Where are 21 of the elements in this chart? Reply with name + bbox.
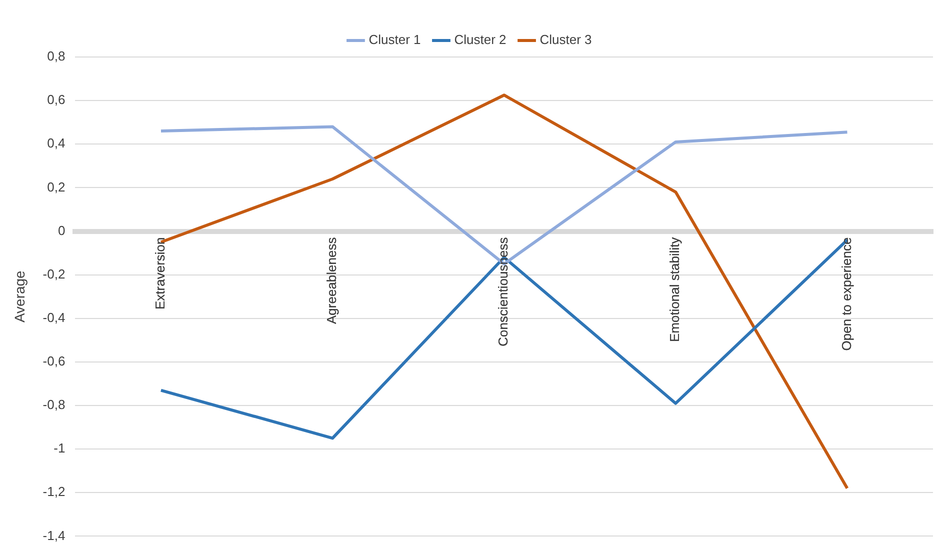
y-tick-label: -0,6 — [42, 354, 66, 369]
y-tick-label: -1,2 — [42, 484, 66, 500]
x-tick-label: Extraversion — [152, 237, 168, 310]
y-tick-label: 0,2 — [47, 179, 66, 194]
y-tick-label: 0,8 — [47, 48, 66, 64]
legend-label: Cluster 3 — [540, 32, 592, 48]
legend-label: Cluster 1 — [368, 32, 421, 48]
x-tick-label: Open to experience — [838, 237, 854, 351]
y-axis-title: Average — [11, 270, 28, 323]
y-tick-label: -1,4 — [42, 528, 66, 543]
y-tick-label: 0,6 — [47, 92, 66, 108]
y-tick-label: 0,4 — [47, 136, 66, 151]
x-tick-label: Agreeableness — [324, 236, 340, 324]
legend-label: Cluster 2 — [454, 32, 506, 48]
y-tick-label: -0,8 — [42, 397, 66, 412]
x-tick-label: Emotional stability — [667, 236, 682, 342]
y-tick-label: -1 — [54, 440, 66, 456]
y-tick-label: -0,4 — [42, 310, 66, 325]
y-tick-label: -0,2 — [42, 266, 66, 282]
x-tick-label: Conscientiousness — [496, 236, 511, 346]
y-tick-label: 0 — [58, 222, 66, 238]
